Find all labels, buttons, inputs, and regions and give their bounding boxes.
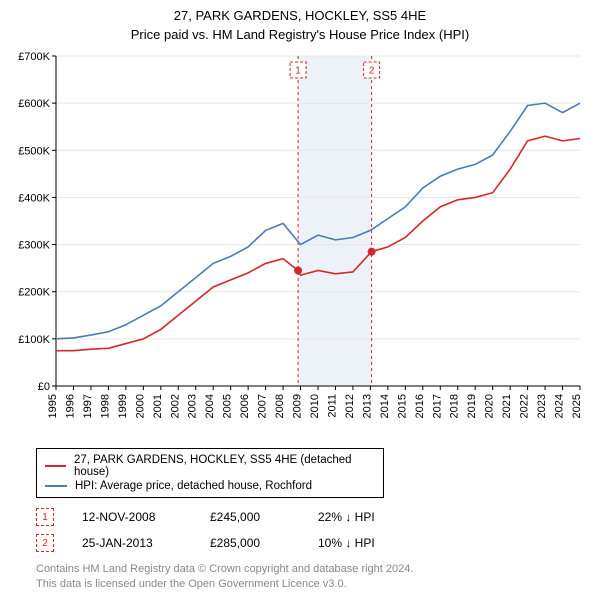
svg-text:1997: 1997 xyxy=(82,394,94,418)
svg-text:2009: 2009 xyxy=(292,394,304,418)
sale-diff: 22% ↓ HPI xyxy=(318,510,418,524)
svg-text:2006: 2006 xyxy=(239,394,251,418)
svg-text:2011: 2011 xyxy=(326,394,338,418)
svg-text:£100K: £100K xyxy=(18,334,50,346)
svg-text:2020: 2020 xyxy=(484,394,496,418)
svg-text:1995: 1995 xyxy=(47,394,59,418)
footer-copyright: Contains HM Land Registry data © Crown c… xyxy=(36,562,590,577)
svg-text:2: 2 xyxy=(369,66,375,77)
svg-text:£500K: £500K xyxy=(18,145,50,157)
chart-svg: £0 £100K £200K £300K £400K £500K £600K £700K 199… xyxy=(10,42,590,442)
legend-item: 27, PARK GARDENS, HOCKLEY, SS5 4HE (deta… xyxy=(45,453,375,479)
svg-text:2005: 2005 xyxy=(222,394,234,418)
sale-flag-icon: 2 xyxy=(36,534,54,552)
svg-text:2007: 2007 xyxy=(257,394,269,418)
sale-price: £245,000 xyxy=(210,510,290,524)
svg-text:2003: 2003 xyxy=(187,394,199,418)
chart-plot-area: £0 £100K £200K £300K £400K £500K £600K £700K 199… xyxy=(10,42,590,442)
svg-text:2008: 2008 xyxy=(274,394,286,418)
svg-text:1998: 1998 xyxy=(99,394,111,418)
svg-text:£700K: £700K xyxy=(18,51,50,63)
title-block: 27, PARK GARDENS, HOCKLEY, SS5 4HE Price… xyxy=(0,0,600,42)
svg-text:2023: 2023 xyxy=(536,394,548,418)
svg-text:2001: 2001 xyxy=(152,394,164,418)
svg-text:1996: 1996 xyxy=(64,394,76,418)
svg-text:£300K: £300K xyxy=(18,240,50,252)
legend-swatch xyxy=(45,465,66,467)
sale-diff: 10% ↓ HPI xyxy=(318,536,418,550)
svg-text:£600K: £600K xyxy=(18,98,50,110)
chart-container: 27, PARK GARDENS, HOCKLEY, SS5 4HE Price… xyxy=(0,0,600,592)
svg-text:2018: 2018 xyxy=(449,394,461,418)
svg-text:2022: 2022 xyxy=(519,394,531,418)
svg-text:2025: 2025 xyxy=(571,394,583,418)
svg-text:2013: 2013 xyxy=(361,394,373,418)
svg-text:2002: 2002 xyxy=(169,394,181,418)
sale-flag-icon: 1 xyxy=(36,508,54,526)
svg-text:1999: 1999 xyxy=(117,394,129,418)
svg-text:2019: 2019 xyxy=(466,394,478,418)
legend-swatch xyxy=(45,485,67,487)
svg-text:2012: 2012 xyxy=(344,394,356,418)
legend: 27, PARK GARDENS, HOCKLEY, SS5 4HE (deta… xyxy=(36,448,384,498)
svg-text:2017: 2017 xyxy=(431,394,443,418)
svg-text:£200K: £200K xyxy=(18,287,50,299)
svg-text:2015: 2015 xyxy=(396,394,408,418)
svg-text:2021: 2021 xyxy=(501,394,513,418)
svg-text:2016: 2016 xyxy=(414,394,426,418)
svg-text:2010: 2010 xyxy=(309,394,321,418)
sale-date: 12-NOV-2008 xyxy=(82,510,182,524)
legend-label: 27, PARK GARDENS, HOCKLEY, SS5 4HE (deta… xyxy=(74,454,375,478)
legend-item: HPI: Average price, detached house, Roch… xyxy=(45,479,375,493)
svg-text:2014: 2014 xyxy=(379,394,391,418)
sales-table: 1 12-NOV-2008 £245,000 22% ↓ HPI 2 25-JA… xyxy=(36,504,590,556)
svg-text:£400K: £400K xyxy=(18,192,50,204)
svg-text:1: 1 xyxy=(295,66,301,77)
chart-title: 27, PARK GARDENS, HOCKLEY, SS5 4HE xyxy=(0,8,600,23)
footer-license: This data is licensed under the Open Gov… xyxy=(36,577,590,592)
svg-text:£0: £0 xyxy=(38,381,50,393)
svg-text:2004: 2004 xyxy=(204,394,216,418)
sale-price: £285,000 xyxy=(210,536,290,550)
table-row: 1 12-NOV-2008 £245,000 22% ↓ HPI xyxy=(36,504,590,530)
chart-subtitle: Price paid vs. HM Land Registry's House … xyxy=(0,27,600,42)
footer: Contains HM Land Registry data © Crown c… xyxy=(36,562,590,592)
svg-text:2024: 2024 xyxy=(554,394,566,418)
legend-label: HPI: Average price, detached house, Roch… xyxy=(75,480,312,492)
sale-date: 25-JAN-2013 xyxy=(82,536,182,550)
table-row: 2 25-JAN-2013 £285,000 10% ↓ HPI xyxy=(36,530,590,556)
svg-text:2000: 2000 xyxy=(134,394,146,418)
